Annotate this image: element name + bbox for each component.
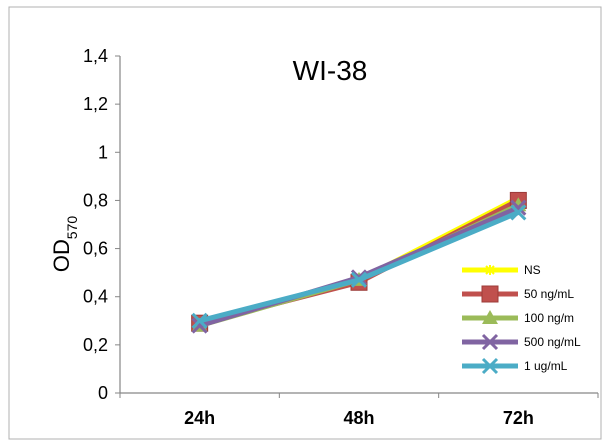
legend-label: NS — [524, 263, 541, 277]
y-tick-label: 0,8 — [83, 190, 108, 210]
legend-label: 500 ng/mL — [524, 335, 581, 349]
legend-label: 100 ng/m — [524, 311, 574, 325]
series-layer — [191, 191, 527, 334]
legend-label: 1 ug/mL — [524, 359, 568, 373]
y-tick-label: 0,4 — [83, 287, 108, 307]
legend-item: 100 ng/m — [462, 310, 574, 325]
data-point — [350, 271, 368, 288]
legend-item: NS — [462, 263, 541, 277]
y-tick-label: 1,4 — [83, 46, 108, 66]
x-tick-label: 48h — [343, 408, 374, 428]
y-tick-label: 1,2 — [83, 94, 108, 114]
legend-marker — [485, 265, 495, 275]
x-tick-label: 24h — [184, 408, 215, 428]
legend-item: 500 ng/mL — [462, 333, 581, 351]
chart-title: WI-38 — [293, 55, 368, 86]
data-point — [191, 312, 208, 329]
y-tick-label: 0,6 — [83, 239, 108, 259]
axes: 0 0,2 0,4 0,6 0,8 1 1,2 1,4 24h 48h 72h — [83, 46, 599, 428]
legend-marker — [481, 357, 499, 375]
legend-marker — [482, 310, 498, 324]
legend-marker — [481, 333, 499, 351]
legend-label: 50 ng/mL — [524, 287, 574, 301]
legend-marker — [481, 285, 499, 303]
y-tick-label: 1 — [98, 142, 108, 162]
y-tick-label: 0 — [98, 383, 108, 403]
series-5 — [191, 204, 527, 329]
legend-item: 50 ng/mL — [462, 285, 574, 303]
legend: NS 50 ng/mL 100 ng/m 500 ng/mL 1 ug/mL — [462, 263, 581, 375]
y-tick-label: 0,2 — [83, 335, 108, 355]
data-point — [510, 204, 527, 221]
legend-item: 1 ug/mL — [462, 357, 568, 375]
x-tick-label: 72h — [503, 408, 534, 428]
y-axis-label: OD570 — [49, 216, 80, 273]
